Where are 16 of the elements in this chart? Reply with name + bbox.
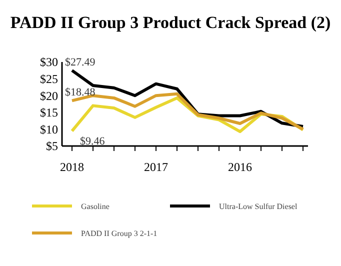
y-tick-label: $15 [40, 106, 58, 120]
legend-label: Ultra-Low Sulfur Diesel [219, 202, 298, 211]
x-tick-label: 2017 [144, 160, 168, 174]
y-tick-label: $10 [40, 122, 58, 136]
x-tick-label: 2016 [228, 160, 252, 174]
y-tick-label: $30 [40, 55, 58, 70]
x-tick-label: 2018 [60, 160, 84, 174]
legend-label: PADD II Group 3 2-1-1 [81, 228, 158, 238]
annotation: $18.48 [65, 86, 96, 99]
annotation: $9.46 [80, 136, 106, 148]
y-tick-label: $20 [40, 88, 58, 103]
y-tick-label: $5 [46, 139, 58, 154]
y-tick-label: $25 [40, 72, 58, 86]
annotation: $27.49 [65, 56, 96, 68]
legend-label: Gasoline [81, 202, 110, 211]
chart-title: PADD II Group 3 Product Crack Spread (2) [10, 13, 331, 32]
